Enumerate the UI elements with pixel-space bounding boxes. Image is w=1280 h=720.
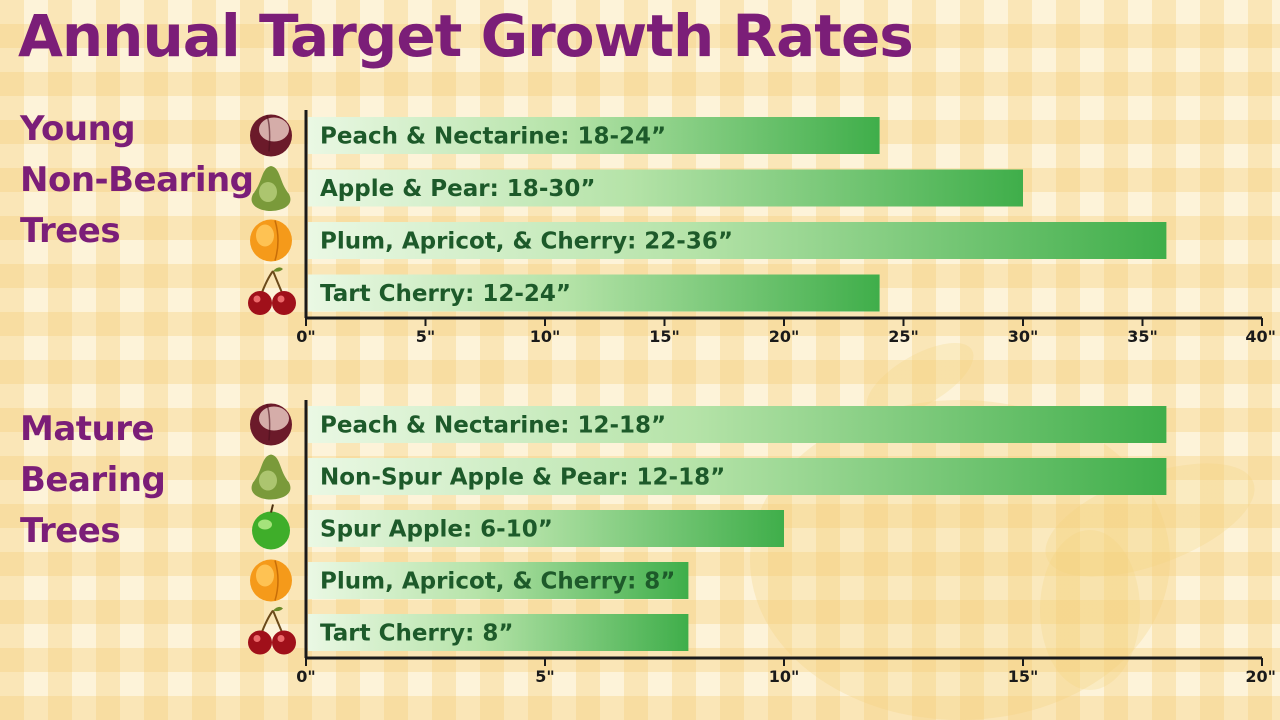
bar xyxy=(308,562,689,599)
cherry-icon xyxy=(248,267,296,315)
bar xyxy=(308,510,784,547)
apricot-icon xyxy=(250,559,292,602)
x-tick-label: 40" xyxy=(1245,327,1276,346)
group-label-line: Trees xyxy=(20,211,121,251)
bar xyxy=(308,169,1023,207)
peach-icon xyxy=(250,403,292,446)
mature-trees-chart: Peach & Nectarine: 12-18” Non-Spur Apple … xyxy=(248,400,1276,686)
page-title: Annual Target Growth Rates xyxy=(18,2,914,70)
bar-label: Peach & Nectarine: 18-24” xyxy=(320,124,666,150)
group-label-line: Trees xyxy=(20,511,121,551)
bar xyxy=(308,614,689,651)
group-label-line: Mature xyxy=(20,409,155,449)
bar-label: Plum, Apricot, & Cherry: 8” xyxy=(320,569,675,595)
x-tick-label: 25" xyxy=(888,327,919,346)
group-label-mature: Mature Bearing Trees xyxy=(20,404,166,557)
pear-icon xyxy=(251,454,291,500)
x-tick-label: 10" xyxy=(530,327,561,346)
x-tick-label: 5" xyxy=(535,667,554,686)
bar xyxy=(308,458,1167,495)
x-tick-label: 30" xyxy=(1008,327,1039,346)
x-tick-label: 0" xyxy=(296,667,315,686)
apricot-icon xyxy=(250,219,292,262)
bar-label: Spur Apple: 6-10” xyxy=(320,517,553,543)
group-label-young: Young Non-Bearing Trees xyxy=(20,104,254,257)
bar-label: Apple & Pear: 18-30” xyxy=(320,176,595,202)
group-label-line: Bearing xyxy=(20,460,166,500)
x-tick-label: 5" xyxy=(416,327,435,346)
peach-icon xyxy=(250,114,292,157)
x-tick-label: 15" xyxy=(649,327,680,346)
bar-label: Plum, Apricot, & Cherry: 22-36” xyxy=(320,229,733,255)
bar-label: Tart Cherry: 8” xyxy=(320,621,513,647)
young-trees-chart: Peach & Nectarine: 18-24” Apple & Pear: 1… xyxy=(248,110,1276,346)
bar xyxy=(308,406,1167,443)
bar-label: Tart Cherry: 12-24” xyxy=(320,281,571,307)
pear-icon xyxy=(251,166,291,211)
green-apple-icon xyxy=(252,504,290,550)
bar-label: Peach & Nectarine: 12-18” xyxy=(320,413,666,439)
bar-label: Non-Spur Apple & Pear: 12-18” xyxy=(320,465,725,491)
x-tick-label: 15" xyxy=(1008,667,1039,686)
x-tick-label: 10" xyxy=(769,667,800,686)
bar xyxy=(308,117,880,154)
x-tick-label: 20" xyxy=(1245,667,1276,686)
x-tick-label: 35" xyxy=(1127,327,1158,346)
group-label-line: Non-Bearing xyxy=(20,160,254,200)
x-tick-label: 0" xyxy=(296,327,315,346)
bar xyxy=(308,222,1167,259)
x-tick-label: 20" xyxy=(769,327,800,346)
group-label-line: Young xyxy=(20,109,136,149)
cherry-icon xyxy=(248,606,296,655)
bar xyxy=(308,274,880,312)
